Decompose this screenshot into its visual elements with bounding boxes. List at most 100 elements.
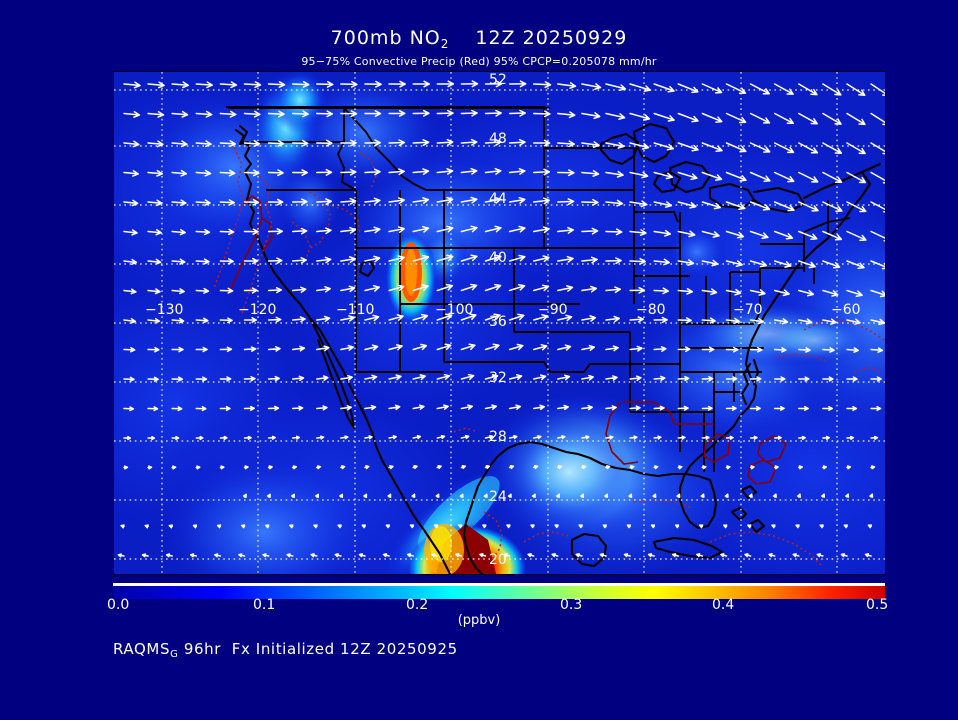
- wind-vector: [629, 200, 648, 208]
- map-plot-area[interactable]: 52 48 44 40 36 32 28 24 20 −130 −120 −110 −100 −90 −8…: [113, 71, 886, 575]
- figure-subtitle: 95−75% Convective Precip (Red) 95% CPCP=…: [301, 55, 657, 68]
- wind-vector: [412, 139, 430, 146]
- wind-vector: [195, 228, 211, 236]
- wind-vector: [364, 80, 382, 88]
- wind-vector: [822, 405, 834, 411]
- wind-vector: [557, 344, 572, 351]
- wind-vector: [581, 256, 598, 264]
- colorbar[interactable]: [113, 583, 885, 599]
- wind-vector: [653, 287, 670, 295]
- wind-vector: [581, 404, 593, 411]
- wind-vector: [364, 139, 381, 147]
- wind-vector: [192, 524, 198, 529]
- wind-vector: [340, 197, 357, 205]
- wind-vector: [289, 524, 294, 529]
- wind-vector: [436, 225, 454, 233]
- wind-vector: [412, 465, 418, 470]
- lat-label-52: 52: [489, 72, 507, 88]
- wind-vector: [387, 493, 392, 499]
- wind-vector: [171, 81, 189, 89]
- wind-vector: [532, 226, 550, 234]
- wind-vector: [677, 83, 699, 94]
- wind-vector: [531, 493, 536, 498]
- wind-vector: [484, 196, 502, 204]
- wind-vector: [822, 318, 837, 325]
- wind-vector: [435, 493, 440, 498]
- wind-vector: [388, 465, 394, 470]
- colorbar-tick-2: 0.2: [406, 597, 429, 613]
- wind-vector: [123, 465, 129, 470]
- wind-vector: [141, 553, 149, 558]
- figure-title: 700mb NO2 12Z 20250929: [0, 27, 958, 51]
- wind-vector: [846, 171, 867, 184]
- wind-vector: [749, 317, 765, 325]
- wind-vector: [773, 201, 795, 212]
- wind-vector: [388, 284, 405, 292]
- wind-vector: [629, 286, 646, 294]
- wind-vector: [840, 553, 848, 558]
- wind-vector: [870, 230, 885, 242]
- wind-vector: [291, 110, 309, 118]
- wind-vector: [870, 405, 882, 412]
- wind-vector: [436, 465, 442, 470]
- lon-label-6: −70: [733, 302, 763, 318]
- wind-vector: [316, 405, 328, 411]
- wind-vector: [195, 110, 213, 118]
- title-level: 700mb: [330, 27, 403, 49]
- wind-vector: [677, 435, 686, 440]
- wind-vector: [358, 553, 366, 558]
- wind-vector: [605, 405, 617, 411]
- wind-vector: [557, 374, 571, 381]
- wind-vector: [557, 82, 577, 89]
- wind-vector: [725, 260, 743, 267]
- wind-vector: [748, 493, 753, 498]
- wind-vector: [267, 316, 282, 323]
- wind-vector: [508, 254, 526, 262]
- wind-vector: [798, 347, 811, 353]
- wind-vector: [744, 553, 752, 558]
- wind-vector: [581, 141, 600, 149]
- wind-vector: [388, 255, 405, 263]
- wind-vector: [532, 374, 547, 381]
- wind-vector: [749, 435, 758, 440]
- wind-vector: [846, 347, 859, 353]
- wind-vector: [340, 344, 354, 351]
- wind-vector: [580, 493, 585, 498]
- wind-vector: [605, 435, 614, 440]
- wind-vector: [382, 553, 390, 558]
- wind-vector: [725, 171, 747, 182]
- wind-vector: [701, 405, 713, 411]
- wind-vector: [749, 112, 771, 124]
- wind-vector: [412, 254, 430, 262]
- wind-vector: [361, 524, 366, 529]
- wind-vector: [677, 171, 698, 181]
- lat-label-36: 36: [489, 314, 507, 330]
- wind-vector: [822, 376, 834, 382]
- wind-vector: [214, 553, 222, 558]
- wind-vector: [822, 112, 842, 125]
- wind-vector: [653, 83, 675, 93]
- wind-vector: [870, 142, 885, 155]
- lat-label-44: 44: [489, 191, 507, 207]
- wind-vector: [581, 227, 599, 235]
- wind-vector: [749, 376, 762, 382]
- wind-vector: [605, 112, 626, 120]
- wind-vector: [147, 465, 153, 470]
- wind-vector: [554, 524, 559, 529]
- wind-vector: [870, 465, 876, 470]
- wind-vector: [189, 553, 198, 558]
- wind-vector: [171, 169, 188, 177]
- colorbar-unit-label: (ppbv): [457, 613, 501, 628]
- wind-vector: [411, 493, 416, 498]
- wind-vector: [171, 288, 185, 295]
- wind-vector: [195, 287, 210, 294]
- wind-vector: [822, 83, 842, 96]
- colorbar-tick-0: 0.0: [107, 597, 130, 613]
- wind-vector: [798, 376, 810, 382]
- wind-vector: [532, 110, 551, 118]
- colorbar-tick-4: 0.4: [712, 597, 735, 613]
- wind-vector: [482, 524, 487, 529]
- wind-vector: [460, 404, 474, 410]
- wind-vector: [219, 346, 233, 353]
- wind-vector: [340, 226, 357, 234]
